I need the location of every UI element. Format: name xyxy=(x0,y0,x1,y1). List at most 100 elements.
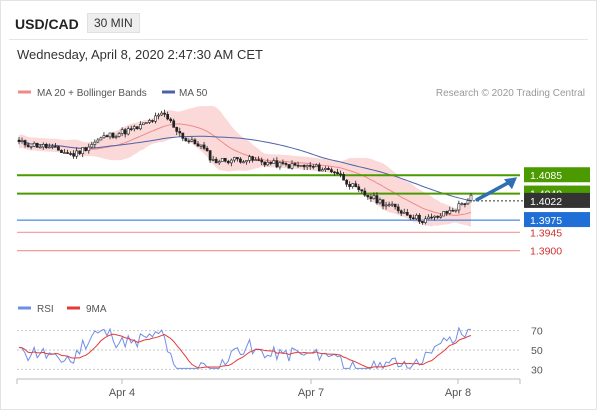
candle-body xyxy=(99,137,103,141)
candle-body xyxy=(433,215,436,218)
candle-body xyxy=(72,153,75,157)
candle-body xyxy=(38,146,42,149)
candle-body xyxy=(60,149,63,153)
candle-body xyxy=(242,161,245,164)
currency-pair: USD/CAD xyxy=(15,16,79,32)
candlesticks xyxy=(17,109,473,225)
candle-body xyxy=(17,139,21,142)
level-tag-1-4022 xyxy=(524,192,590,208)
candle-body xyxy=(317,164,321,172)
candle-body xyxy=(120,129,124,134)
level-tag-1-4085 xyxy=(524,167,590,183)
candle-body xyxy=(111,132,115,138)
candle-body xyxy=(324,168,327,170)
candle-body xyxy=(466,200,470,205)
candle-body xyxy=(424,218,427,223)
candle-body xyxy=(205,148,209,151)
candle-body xyxy=(412,217,415,220)
candle-body xyxy=(281,162,285,164)
candle-body xyxy=(84,147,88,151)
candle-body xyxy=(266,161,270,166)
candle-body xyxy=(57,146,60,151)
candle-body xyxy=(248,156,251,161)
level-label-1-3945: 1.3945 xyxy=(530,227,562,239)
candle-body xyxy=(114,136,118,138)
rsi-tick-30: 30 xyxy=(531,364,543,376)
candle-body xyxy=(105,135,109,138)
candle-body xyxy=(320,169,324,172)
copyright-text: Research © 2020 Trading Central xyxy=(436,88,585,99)
candle-body xyxy=(35,142,39,148)
candle-body xyxy=(354,183,358,188)
candle-body xyxy=(245,160,248,163)
candle-body xyxy=(160,112,163,116)
chart-datetime: Wednesday, April 8, 2020 2:47:30 AM CET xyxy=(17,47,263,62)
candle-body xyxy=(187,140,191,143)
candle-body xyxy=(229,159,233,164)
candle-body xyxy=(233,157,236,161)
candle-body xyxy=(81,147,85,154)
trend-arrow xyxy=(475,177,517,202)
rsi-tick-70: 70 xyxy=(531,326,543,338)
candle-body xyxy=(469,194,473,201)
candle-body xyxy=(47,146,51,149)
candle-body xyxy=(145,122,148,124)
candle-body xyxy=(384,204,388,207)
candle-body xyxy=(236,157,239,160)
candle-body xyxy=(287,164,291,169)
candle-body xyxy=(327,168,330,170)
trend-arrow-shaft xyxy=(475,179,513,202)
candle-body xyxy=(360,189,364,192)
timeframe-badge[interactable]: 30 MIN xyxy=(87,13,140,33)
ma50-legend-label: MA 50 xyxy=(179,88,208,99)
candle-body xyxy=(314,164,318,168)
rsi-ma-legend-label: 9MA xyxy=(86,304,107,315)
candle-body xyxy=(339,173,342,176)
rsi-pane: 70 50 30 xyxy=(17,326,543,376)
candle-body xyxy=(396,206,400,212)
header-divider xyxy=(9,39,588,40)
candle-body xyxy=(369,196,373,199)
candle-body xyxy=(69,153,72,155)
candle-body xyxy=(78,150,82,154)
candle-body xyxy=(460,203,464,205)
candle-body xyxy=(254,159,257,161)
candle-body xyxy=(199,144,203,147)
candle-body xyxy=(181,132,185,139)
candle-body xyxy=(302,165,306,168)
x-axis: Apr 4 Apr 7 Apr 8 xyxy=(16,378,521,399)
chart-canvas: MA 20 + Bollinger Bands MA 50 Research ©… xyxy=(16,88,590,399)
candle-body xyxy=(132,126,136,130)
x-axis-label: Apr 4 xyxy=(109,387,135,399)
candle-body xyxy=(299,165,303,167)
candle-body xyxy=(405,212,409,216)
x-axis-label: Apr 8 xyxy=(445,387,471,399)
candle-body xyxy=(366,194,370,198)
candle-body xyxy=(372,195,376,199)
candle-body xyxy=(44,144,48,149)
candle-body xyxy=(169,118,173,122)
candle-body xyxy=(226,160,230,164)
candle-body xyxy=(175,127,179,132)
candle-body xyxy=(375,195,379,204)
candle-body xyxy=(421,221,424,223)
candle-body xyxy=(269,161,273,164)
candle-body xyxy=(54,146,57,148)
candle-body xyxy=(184,138,188,142)
candle-body xyxy=(284,163,288,165)
candle-body xyxy=(436,215,439,218)
candle-body xyxy=(290,163,294,169)
candle-body xyxy=(217,161,221,164)
candle-body xyxy=(263,161,267,166)
candle-body xyxy=(308,165,312,167)
candle-body xyxy=(272,160,276,164)
level-label-1-3900: 1.3900 xyxy=(530,246,562,258)
candle-body xyxy=(278,162,282,168)
candle-body xyxy=(311,166,315,168)
candle-body xyxy=(415,214,418,220)
candle-body xyxy=(202,144,206,149)
candle-body xyxy=(296,164,300,167)
candle-body xyxy=(448,210,452,214)
x-axis-label: Apr 7 xyxy=(298,387,324,399)
